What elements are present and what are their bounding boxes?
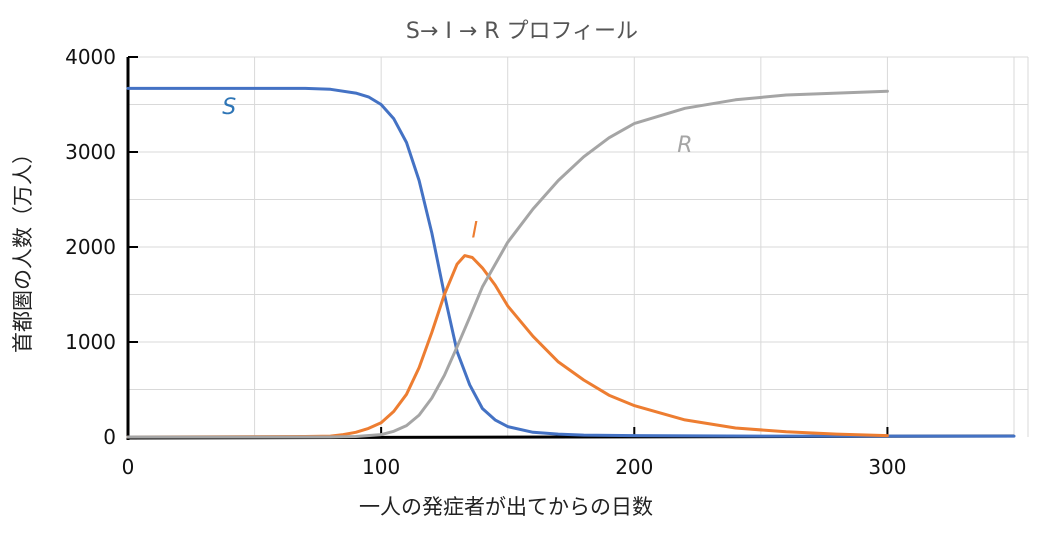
series-line-i — [126, 254, 889, 439]
x-axis-label: 一人の発症者が出てからの日数 — [359, 495, 653, 519]
y-tick-label: 2000 — [65, 235, 116, 259]
y-axis-label: 首都圏の人数（万人） — [11, 143, 35, 353]
x-tick-label: 0 — [122, 455, 135, 479]
y-tick-label: 0 — [103, 425, 116, 449]
series-label-r: R — [677, 133, 692, 158]
y-tick-label: 1000 — [65, 330, 116, 354]
chart-title: S→ I → R プロフィール — [406, 19, 638, 44]
grid-layer — [128, 56, 1029, 437]
y-tick-label: 4000 — [65, 45, 116, 69]
series-label-s: S — [222, 95, 236, 120]
x-tick-label: 200 — [615, 455, 653, 479]
axis-layer: 0 1000 2000 3000 4000 0 100 200 300 — [65, 45, 1015, 479]
y-tick-label: 3000 — [65, 140, 116, 164]
x-tick-label: 100 — [362, 455, 400, 479]
label-layer: S I R — [222, 95, 692, 244]
series-layer — [126, 86, 1016, 439]
series-label-i: I — [472, 219, 479, 244]
series-line-s — [126, 86, 1016, 438]
x-tick-label: 300 — [868, 455, 906, 479]
series-line-r — [126, 89, 889, 439]
